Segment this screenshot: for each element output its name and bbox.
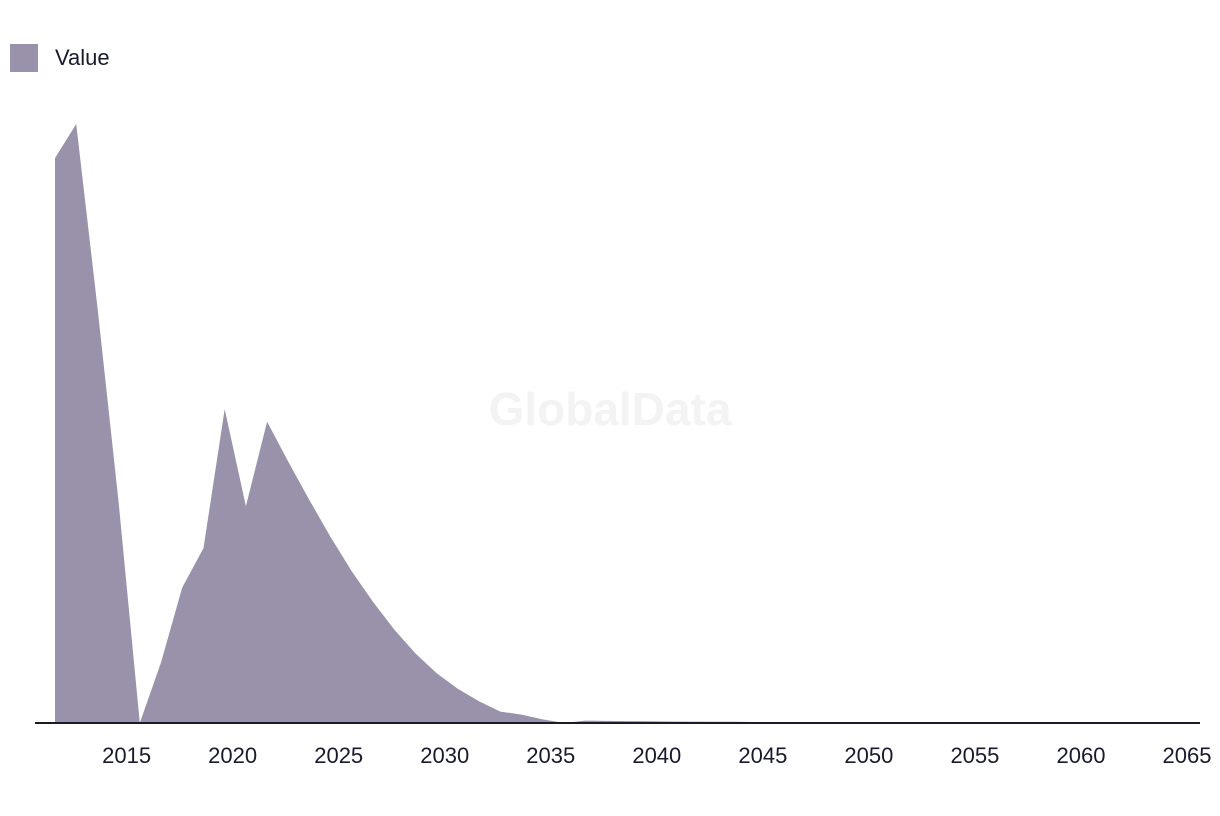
legend-label-value: Value xyxy=(55,45,110,70)
x-tick-label-2040: 2040 xyxy=(632,743,681,768)
x-tick-label-2035: 2035 xyxy=(526,743,575,768)
x-tick-label-2020: 2020 xyxy=(208,743,257,768)
area-series-value xyxy=(55,124,1179,723)
x-axis-ticks: 2015 2020 2025 2030 2035 2040 2045 2050 2055 2060… xyxy=(102,743,1211,768)
watermark: GlobalData xyxy=(489,383,732,435)
x-tick-label-2045: 2045 xyxy=(738,743,787,768)
legend-swatch-value xyxy=(10,44,38,72)
x-tick-label-2030: 2030 xyxy=(420,743,469,768)
x-tick-label-2025: 2025 xyxy=(314,743,363,768)
x-tick-label-2060: 2060 xyxy=(1056,743,1105,768)
x-tick-label-2065: 2065 xyxy=(1163,743,1212,768)
x-tick-label-2050: 2050 xyxy=(844,743,893,768)
x-tick-label-2015: 2015 xyxy=(102,743,151,768)
legend: Value xyxy=(10,44,110,72)
x-tick-label-2055: 2055 xyxy=(950,743,999,768)
